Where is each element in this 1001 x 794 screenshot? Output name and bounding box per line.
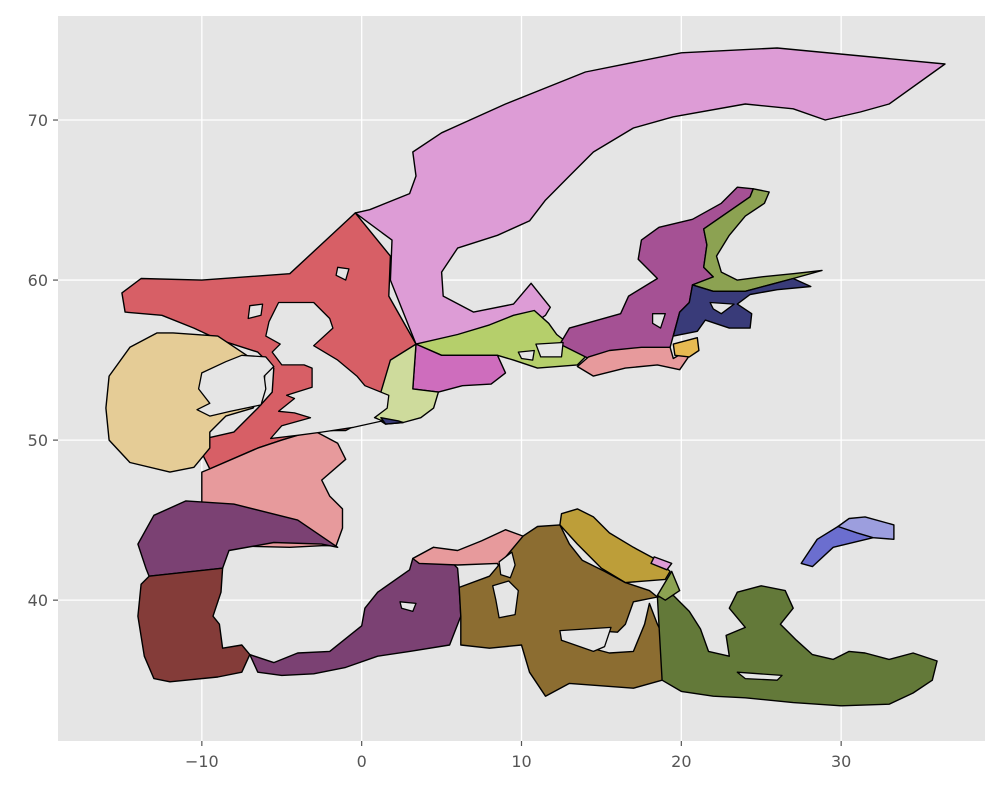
y-tick-label: 60 <box>28 271 48 290</box>
axis-ticks: −10 0 10 20 30 40 50 60 70 <box>28 111 852 771</box>
y-tick-label: 50 <box>28 431 48 450</box>
land-great-britain <box>265 301 390 440</box>
region-gulf-of-riga <box>672 277 812 337</box>
y-tick-label: 70 <box>28 111 48 130</box>
land-fyn <box>517 349 535 361</box>
region-english-channel-east <box>380 417 404 425</box>
x-tick-label: −10 <box>185 752 219 771</box>
land-corsica <box>498 551 516 579</box>
land-mallorca <box>399 601 417 613</box>
region-ionian-albania-band <box>656 570 681 601</box>
land-saaremaa <box>709 301 735 315</box>
region-aegean-levantine-sea <box>656 585 938 707</box>
x-tick-label: 0 <box>357 752 367 771</box>
region-black-sea-north <box>837 516 895 540</box>
x-tick-label: 20 <box>671 752 691 771</box>
region-iberian-atlantic-south <box>137 567 251 683</box>
land-lewis <box>247 303 264 320</box>
landmasses <box>196 266 783 681</box>
region-iberian-north-coast <box>137 500 339 577</box>
region-curonian-lagoon <box>672 337 700 358</box>
region-adriatic-mid-band <box>650 556 673 571</box>
land-zealand <box>535 341 564 358</box>
land-gotland <box>651 313 666 329</box>
land-crete <box>736 671 783 681</box>
x-tick-label: 10 <box>511 752 531 771</box>
x-tick-label: 30 <box>831 752 851 771</box>
land-sicily <box>559 626 612 653</box>
y-tick-label: 40 <box>28 591 48 610</box>
land-sardinia <box>492 580 519 619</box>
land-shetland <box>335 266 350 281</box>
region-norwegian-barents-sea <box>354 47 946 345</box>
land-ireland <box>196 354 275 417</box>
